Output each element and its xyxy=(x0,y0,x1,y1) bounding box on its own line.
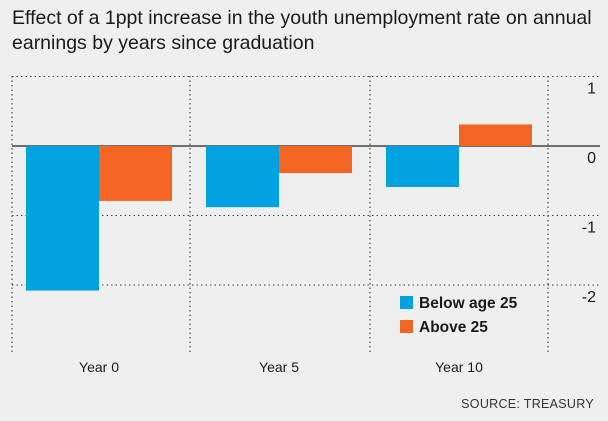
legend-swatch xyxy=(400,296,413,309)
legend-label: Above 25 xyxy=(419,319,488,336)
bar-year-0-below-age-25 xyxy=(26,146,99,291)
chart-title: Effect of a 1ppt increase in the youth u… xyxy=(12,7,592,54)
source-note: SOURCE: TREASURY xyxy=(461,397,594,411)
x-tick-label: Year 10 xyxy=(435,359,483,375)
bar-year-10-above-25 xyxy=(459,124,532,146)
bar-year-0-above-25 xyxy=(99,146,172,201)
legend-label: Below age 25 xyxy=(419,295,518,312)
bar-year-10-below-age-25 xyxy=(386,146,459,188)
x-tick-label: Year 5 xyxy=(259,359,299,375)
y-tick-label: -2 xyxy=(582,289,596,306)
x-tick-label: Year 0 xyxy=(79,359,119,375)
y-tick-label: -1 xyxy=(582,220,596,237)
y-tick-label: 0 xyxy=(587,150,596,167)
y-tick-label: 1 xyxy=(587,81,596,98)
legend-swatch xyxy=(400,320,413,333)
bar-year-5-below-age-25 xyxy=(206,146,279,208)
bar-year-5-above-25 xyxy=(279,146,352,174)
